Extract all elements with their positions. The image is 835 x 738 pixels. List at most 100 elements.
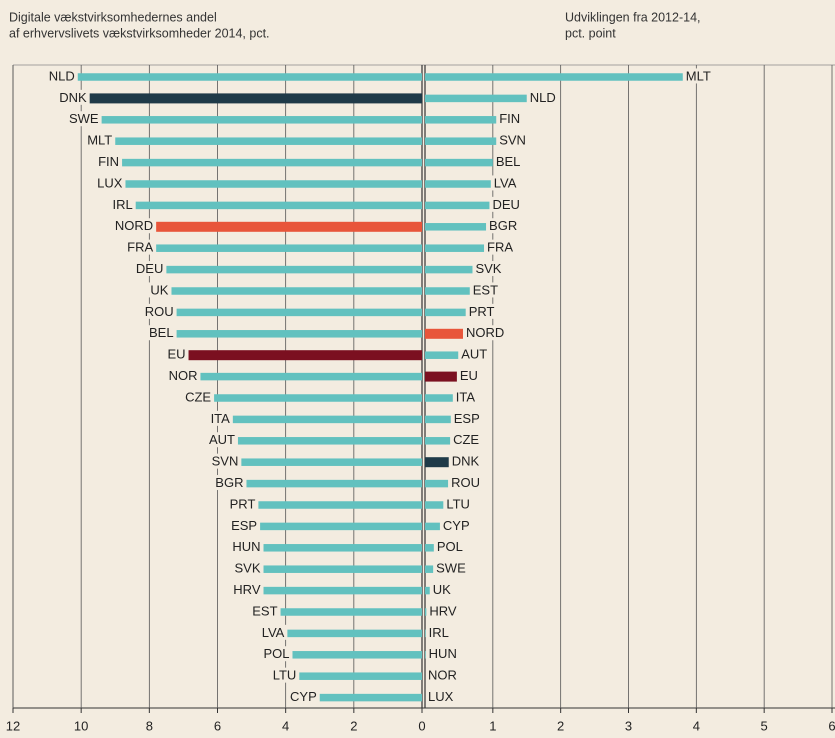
category-label: SVK bbox=[234, 561, 260, 576]
bar bbox=[176, 308, 422, 317]
bar bbox=[214, 394, 422, 402]
bar bbox=[176, 330, 422, 338]
label-background bbox=[227, 496, 258, 512]
label-background bbox=[66, 111, 101, 127]
bar bbox=[425, 479, 449, 488]
category-label: POL bbox=[263, 646, 289, 661]
label-background bbox=[46, 68, 77, 84]
category-label: UK bbox=[433, 582, 451, 597]
label-background bbox=[95, 175, 125, 191]
bar bbox=[425, 308, 466, 317]
bar bbox=[425, 565, 434, 573]
label-background bbox=[485, 239, 516, 255]
bar bbox=[425, 328, 463, 339]
label-background bbox=[440, 517, 472, 533]
category-label: HUN bbox=[232, 539, 260, 554]
label-background bbox=[426, 624, 451, 640]
bar bbox=[425, 629, 426, 638]
category-label: EU bbox=[460, 368, 478, 383]
label-background bbox=[110, 196, 135, 212]
category-label: SVK bbox=[475, 261, 501, 276]
category-label: BGR bbox=[215, 475, 243, 490]
bar bbox=[258, 501, 422, 509]
bar bbox=[425, 265, 473, 274]
bar bbox=[425, 158, 493, 167]
category-label: ITA bbox=[211, 411, 231, 426]
category-label: SWE bbox=[69, 111, 99, 126]
category-label: BEL bbox=[496, 154, 521, 169]
x-tick-label: 4 bbox=[282, 718, 289, 733]
label-background bbox=[444, 496, 472, 512]
category-label: SWE bbox=[436, 561, 466, 576]
category-label: AUT bbox=[209, 432, 235, 447]
category-label: HRV bbox=[429, 603, 457, 618]
bar bbox=[246, 479, 422, 488]
bar bbox=[260, 522, 422, 531]
label-background bbox=[449, 475, 482, 491]
bar bbox=[425, 522, 440, 531]
chart-title: Udviklingen fra 2012-14, bbox=[565, 10, 701, 24]
chart-title: Digitale vækstvirksomhedernes andel bbox=[9, 10, 217, 24]
bar bbox=[292, 651, 422, 659]
label-background bbox=[497, 132, 528, 148]
category-label: ROU bbox=[145, 304, 174, 319]
bar bbox=[425, 586, 430, 595]
category-label: PRT bbox=[469, 304, 495, 319]
label-background bbox=[451, 410, 482, 426]
x-tick-label: 1 bbox=[489, 718, 496, 733]
label-background bbox=[125, 239, 156, 255]
label-background bbox=[208, 410, 233, 426]
category-label: LUX bbox=[97, 175, 123, 190]
label-background bbox=[470, 282, 501, 298]
x-tick-label: 8 bbox=[146, 718, 153, 733]
category-label: MLT bbox=[87, 133, 112, 148]
category-label: BEL bbox=[149, 325, 174, 340]
label-background bbox=[250, 603, 280, 619]
label-background bbox=[493, 154, 523, 170]
label-background bbox=[426, 646, 459, 662]
bar bbox=[188, 350, 422, 361]
label-background bbox=[466, 303, 497, 319]
label-background bbox=[183, 389, 214, 405]
category-label: SVN bbox=[212, 454, 239, 469]
category-label: NORD bbox=[466, 325, 504, 340]
label-background bbox=[430, 582, 454, 598]
category-label: NLD bbox=[530, 90, 556, 105]
category-label: PRT bbox=[230, 496, 256, 511]
category-label: ESP bbox=[231, 518, 257, 533]
label-background bbox=[457, 368, 480, 384]
category-label: AUT bbox=[461, 347, 487, 362]
category-label: EST bbox=[473, 282, 498, 297]
label-background bbox=[142, 303, 176, 319]
chart-title: af erhvervslivets vækstvirksomheder 2014… bbox=[9, 26, 270, 40]
bar bbox=[425, 244, 485, 252]
label-background bbox=[497, 111, 523, 127]
label-background bbox=[232, 560, 263, 576]
x-tick-label: 6 bbox=[214, 718, 221, 733]
x-tick-label: 6 bbox=[828, 718, 835, 733]
bar bbox=[425, 94, 527, 103]
label-background bbox=[230, 539, 263, 555]
bar bbox=[263, 544, 422, 552]
bar bbox=[425, 201, 490, 210]
bar bbox=[425, 608, 427, 616]
bar bbox=[425, 137, 497, 145]
category-label: NLD bbox=[49, 68, 75, 83]
bar bbox=[425, 287, 470, 295]
bar bbox=[156, 244, 422, 252]
category-label: FIN bbox=[98, 154, 119, 169]
label-background bbox=[261, 646, 292, 662]
label-background bbox=[288, 689, 319, 705]
label-background bbox=[453, 389, 478, 405]
bar bbox=[200, 372, 422, 381]
category-label: POL bbox=[437, 539, 463, 554]
category-label: IRL bbox=[429, 625, 449, 640]
category-label: ITA bbox=[456, 389, 476, 404]
label-background bbox=[209, 453, 241, 469]
category-label: CZE bbox=[453, 432, 479, 447]
chart-title: pct. point bbox=[565, 26, 616, 40]
label-background bbox=[463, 325, 507, 341]
bar bbox=[171, 287, 422, 295]
bar bbox=[425, 394, 453, 402]
